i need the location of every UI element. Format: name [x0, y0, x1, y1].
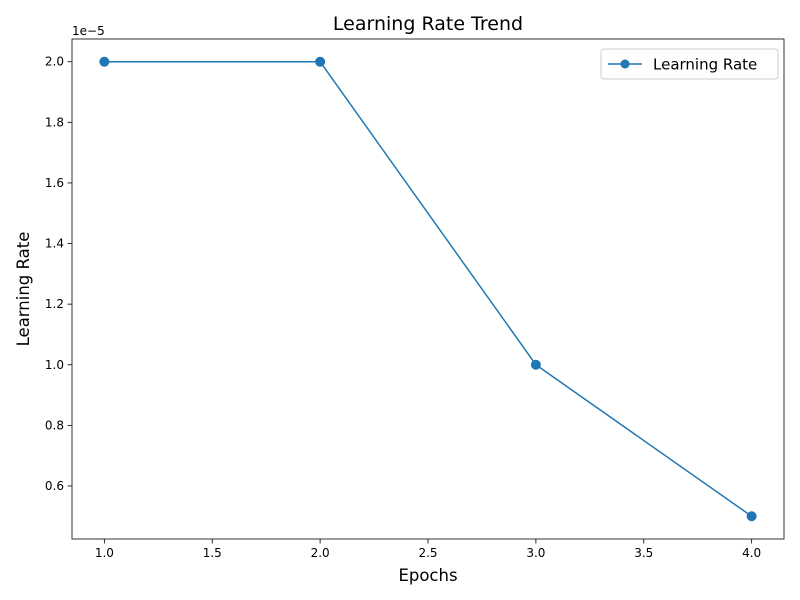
y-tick-label: 0.8 [45, 418, 64, 432]
y-axis-title: Learning Rate [14, 232, 33, 347]
plot-area: 1.0 1.5 2.0 2.5 3.0 3.5 4.0 0.6 0.8 1.0 1.2 1.4 1.6 1… [45, 38, 785, 560]
data-point [746, 511, 757, 522]
x-tick-label: 3.5 [634, 546, 653, 560]
x-axis-title: Epochs [398, 566, 457, 585]
x-tick-label: 3.0 [526, 546, 545, 560]
x-tick-label: 1.5 [203, 546, 222, 560]
series-line [104, 60, 753, 517]
legend-marker [620, 59, 630, 69]
y-tick-label: 1.4 [45, 237, 64, 251]
y-tick-label: 1.2 [45, 297, 64, 311]
y-axis-offset-label: 1e−5 [72, 24, 105, 38]
data-point [530, 359, 541, 370]
x-tick-label: 2.5 [418, 546, 437, 560]
y-tick-label: 1.6 [45, 176, 64, 190]
y-tick-label: 2.0 [45, 55, 64, 69]
legend-box [600, 48, 779, 80]
legend-label: Learning Rate [653, 56, 757, 74]
x-tick-label: 4.0 [742, 546, 761, 560]
x-tick-label: 2.0 [311, 546, 330, 560]
data-point [315, 56, 326, 67]
y-tick-label: 0.6 [45, 479, 64, 493]
y-tick-label: 1.8 [45, 115, 64, 129]
y-tick-label: 1.0 [45, 358, 64, 372]
chart-title: Learning Rate Trend [333, 13, 523, 35]
data-point [99, 56, 110, 67]
x-tick-label: 1.0 [95, 546, 114, 560]
legend: Learning Rate [600, 48, 779, 80]
